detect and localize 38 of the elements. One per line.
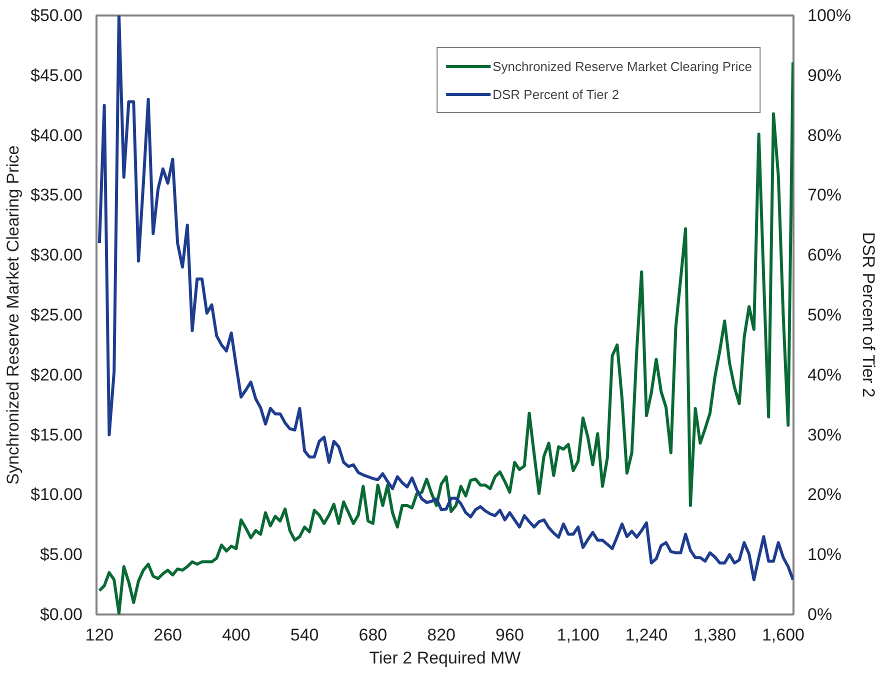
x-tick-label: 820 <box>427 626 456 644</box>
y-tick-label: $40.00 <box>30 126 83 145</box>
x-tick-label: 960 <box>496 626 524 644</box>
y-tick-label: $35.00 <box>30 186 83 205</box>
y-tick-label: $25.00 <box>30 306 83 324</box>
y2-tick-label: 40% <box>808 365 842 384</box>
y-tick-label: $50.00 <box>30 6 83 25</box>
x-axis-title: Tier 2 Required MW <box>369 648 521 668</box>
x-tick-label: 1,600 <box>762 626 805 644</box>
x-tick-label: 120 <box>85 626 114 644</box>
y2-tick-label: 0% <box>808 605 832 624</box>
y-tick-label: $0.00 <box>40 605 83 624</box>
y-tick-label: $30.00 <box>30 246 83 265</box>
x-tick-label: 1,100 <box>556 626 600 644</box>
legend-label: Synchronized Reserve Market Clearing Price <box>492 58 752 74</box>
x-tick-label: 400 <box>222 626 250 644</box>
legend-label: DSR Percent of Tier 2 <box>492 86 620 102</box>
y2-tick-label: 100% <box>808 6 851 25</box>
y2-tick-label: 20% <box>808 485 842 504</box>
y2-tick-label: 70% <box>808 186 842 205</box>
y-tick-label: $45.00 <box>30 66 83 85</box>
x-tick-label: 1,380 <box>694 626 736 644</box>
y2-tick-label: 10% <box>808 545 842 564</box>
y2-tick-label: 60% <box>808 246 842 265</box>
x-tick-label: 540 <box>290 626 319 644</box>
y2-tick-label: 90% <box>808 66 842 85</box>
y2-tick-label: 50% <box>808 306 842 324</box>
y2-axis-title: DSR Percent of Tier 2 <box>858 232 878 398</box>
y-tick-label: $20.00 <box>30 365 83 384</box>
x-tick-label: 680 <box>358 626 388 644</box>
y-tick-label: $15.00 <box>30 425 83 444</box>
y2-tick-label: 30% <box>808 425 842 444</box>
y-tick-label: $5.00 <box>40 545 83 564</box>
x-tick-label: 1,240 <box>625 626 668 644</box>
x-tick-label: 260 <box>154 626 182 644</box>
y-axis-title: Synchronized Reserve Market Clearing Price <box>4 145 23 485</box>
y-tick-label: $10.00 <box>30 485 83 504</box>
y2-tick-label: 80% <box>808 126 842 145</box>
